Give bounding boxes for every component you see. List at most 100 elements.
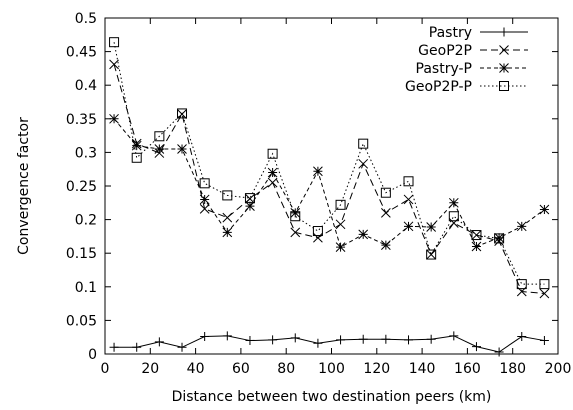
data-point <box>245 336 255 346</box>
data-point <box>358 334 368 344</box>
data-point <box>267 177 278 188</box>
data-point <box>290 208 301 218</box>
legend-label: Pastry <box>429 25 472 41</box>
data-point <box>290 333 300 343</box>
x-axis-label: Distance between two destination peers (… <box>172 389 492 405</box>
legend-marker <box>499 81 509 91</box>
data-point <box>222 331 232 341</box>
legend-item: Pastry <box>429 25 528 41</box>
data-point <box>539 204 550 215</box>
data-point <box>381 208 391 218</box>
data-point <box>290 211 301 222</box>
series-pastry <box>109 331 549 357</box>
data-point <box>313 166 323 177</box>
y-tick-label: 0.2 <box>75 213 97 229</box>
data-point <box>335 199 346 210</box>
y-tick-label: 0.1 <box>75 280 97 296</box>
x-tick-label: 100 <box>318 361 345 377</box>
data-point <box>335 219 346 230</box>
data-point <box>132 342 142 352</box>
data-point <box>244 193 255 204</box>
data-point <box>267 148 278 159</box>
x-axis: 0 20 40 60 80 100 120 140 160 180 200 <box>101 18 572 377</box>
series-geop2p <box>109 59 550 299</box>
y-tick-label: 0.45 <box>66 45 97 61</box>
data-point <box>539 288 550 299</box>
y-tick-label: 0 <box>88 347 97 363</box>
data-point <box>109 342 119 352</box>
data-point <box>109 113 119 124</box>
data-point <box>449 331 459 341</box>
data-point <box>517 332 527 342</box>
data-point <box>222 212 233 223</box>
series-geop2p-p <box>109 37 550 290</box>
data-point <box>471 241 482 252</box>
x-tick-label: 40 <box>187 361 205 377</box>
y-tick-label: 0.5 <box>75 11 97 27</box>
series-line <box>113 42 545 285</box>
x-tick-label: 0 <box>101 361 110 377</box>
data-point <box>448 197 459 208</box>
legend-item: Pastry-P <box>416 61 528 77</box>
series-line <box>113 64 545 295</box>
data-point <box>131 140 142 151</box>
data-point <box>404 335 414 345</box>
data-point <box>267 167 278 178</box>
data-point <box>222 227 233 238</box>
data-point <box>516 279 527 290</box>
data-point <box>336 335 346 345</box>
data-point <box>403 221 414 232</box>
data-point <box>109 37 120 48</box>
data-point <box>358 158 369 169</box>
data-point <box>154 144 165 154</box>
data-point <box>494 232 504 243</box>
series-layer <box>109 37 550 357</box>
data-point <box>312 226 323 237</box>
data-point <box>313 232 323 243</box>
x-tick-label: 20 <box>141 361 159 377</box>
data-point <box>494 233 505 244</box>
series-pastry-p <box>109 113 550 253</box>
y-axis: 0 0.05 0.1 0.15 0.2 0.25 0.3 0.35 0.4 0.45 0.5 <box>66 11 558 363</box>
y-tick-label: 0.25 <box>66 179 97 195</box>
data-point <box>199 178 210 189</box>
data-point <box>177 108 188 119</box>
data-point <box>335 242 346 253</box>
data-point <box>245 193 255 204</box>
data-point <box>448 211 459 222</box>
data-point <box>516 221 527 232</box>
x-tick-label: 160 <box>454 361 481 377</box>
y-tick-label: 0.35 <box>66 112 97 128</box>
y-tick-label: 0.15 <box>66 246 97 262</box>
data-point <box>177 144 187 154</box>
data-point <box>290 227 301 238</box>
y-tick-label: 0.05 <box>66 313 97 329</box>
data-point <box>381 334 391 344</box>
data-point <box>426 334 436 344</box>
data-point <box>426 249 437 260</box>
legend-item: GeoP2P-P <box>405 79 528 95</box>
data-point <box>403 194 414 205</box>
x-tick-label: 200 <box>545 361 572 377</box>
data-point <box>199 194 210 205</box>
data-point <box>381 240 391 250</box>
data-point <box>448 218 459 228</box>
legend-marker <box>499 45 509 55</box>
data-point <box>154 131 165 142</box>
data-point <box>358 229 369 240</box>
series-line <box>113 118 545 248</box>
data-point <box>199 203 210 214</box>
data-point <box>539 279 550 290</box>
data-point <box>426 249 437 260</box>
data-point <box>471 230 482 241</box>
data-point <box>426 222 437 232</box>
series-line <box>114 335 545 353</box>
data-point <box>200 332 210 342</box>
legend-marker <box>499 27 509 37</box>
data-point <box>313 338 323 348</box>
data-point <box>131 152 142 163</box>
legend-label: GeoP2P-P <box>405 79 472 95</box>
legend: Pastry GeoP2P Pastry-P GeoP2P-P <box>405 25 528 95</box>
x-tick-label: 80 <box>277 361 295 377</box>
